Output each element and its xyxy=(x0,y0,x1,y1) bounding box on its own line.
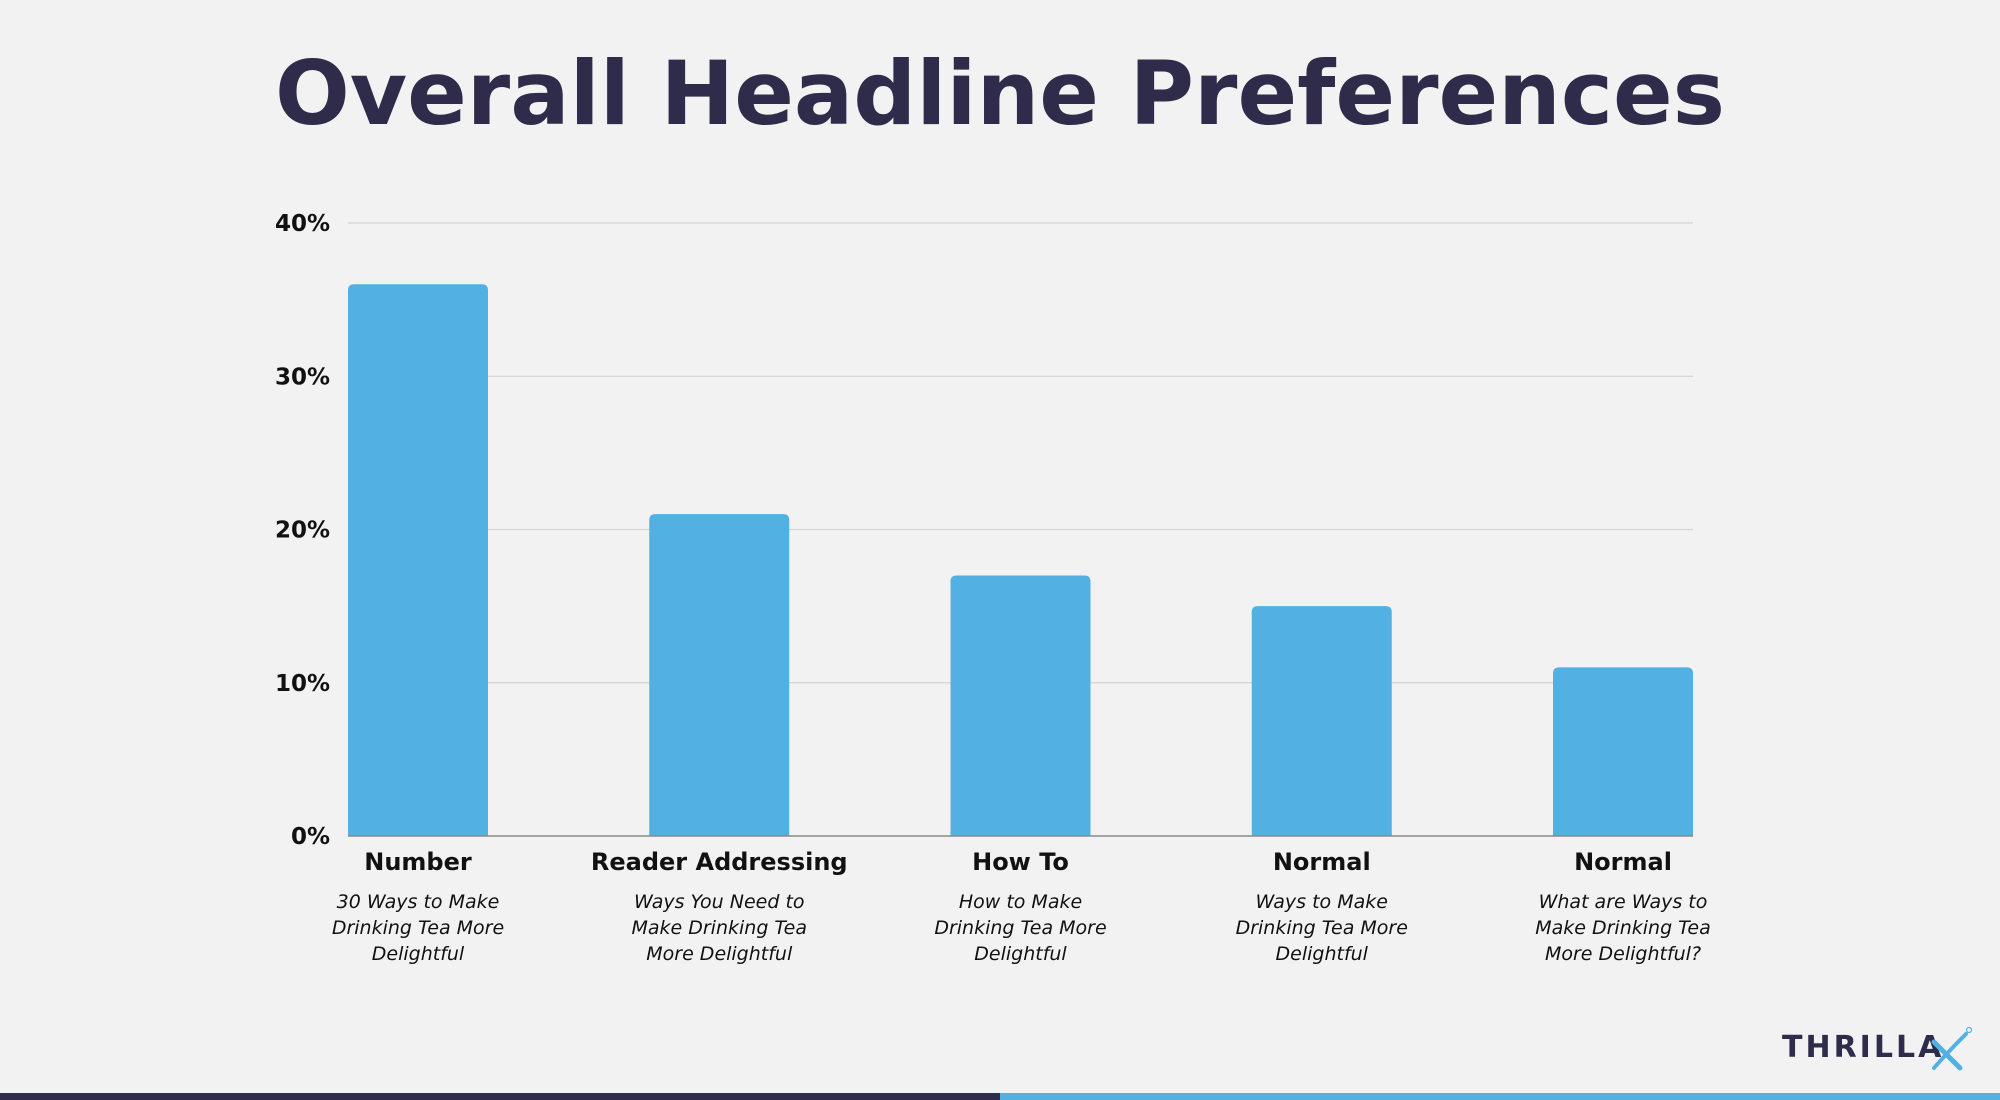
x-category-subtitle: Delightful xyxy=(974,943,1067,965)
x-category-subtitle: Delightful xyxy=(1276,943,1369,965)
x-category-subtitle: More Delightful? xyxy=(1545,943,1701,965)
x-category-subtitle: Ways You Need to xyxy=(634,891,805,913)
y-tick-label: 0% xyxy=(291,824,330,850)
x-category-subtitle: Delightful xyxy=(372,943,465,965)
x-category-subtitle: Drinking Tea More xyxy=(1236,917,1408,939)
x-category-label: How To xyxy=(972,848,1069,876)
footer-bar-dark xyxy=(0,1093,1000,1100)
bar xyxy=(348,284,488,836)
logo-wordmark: THRILLA xyxy=(1782,1030,1945,1065)
chart-title: Overall Headline Preferences xyxy=(274,42,1726,145)
x-category-label: Number xyxy=(364,848,472,876)
thrillax-logo: THRILLA xyxy=(1782,1026,1973,1076)
bar xyxy=(1251,606,1392,836)
x-category-subtitle: Drinking Tea More xyxy=(332,917,504,939)
x-category-subtitle: How to Make xyxy=(959,891,1082,913)
y-tick-label: 20% xyxy=(275,518,330,544)
y-tick-label: 40% xyxy=(275,211,330,237)
bar xyxy=(1553,667,1693,836)
footer-bar-accent xyxy=(1000,1093,2000,1100)
y-tick-label: 10% xyxy=(275,671,330,697)
x-category-subtitle: Make Drinking Tea xyxy=(1535,917,1711,939)
x-category-label: Normal xyxy=(1574,848,1672,876)
x-category-subtitle: Make Drinking Tea xyxy=(631,917,807,939)
x-category-label: Reader Addressing xyxy=(591,848,848,876)
y-tick-label: 30% xyxy=(275,364,330,390)
bar xyxy=(950,575,1091,836)
bar xyxy=(649,514,790,836)
x-category-subtitle: Drinking Tea More xyxy=(934,917,1106,939)
x-category-subtitle: 30 Ways to Make xyxy=(337,891,500,913)
x-category-subtitle: What are Ways to xyxy=(1539,891,1708,913)
x-category-subtitle: More Delightful xyxy=(646,943,793,965)
bar-chart: 0% 10% 20% 30% 40% Number 30 Ways to Make Drink… xyxy=(275,211,1711,965)
logo-x-icon xyxy=(1931,1026,1973,1071)
x-category-label: Normal xyxy=(1273,848,1371,876)
x-category-subtitle: Ways to Make xyxy=(1256,891,1388,913)
